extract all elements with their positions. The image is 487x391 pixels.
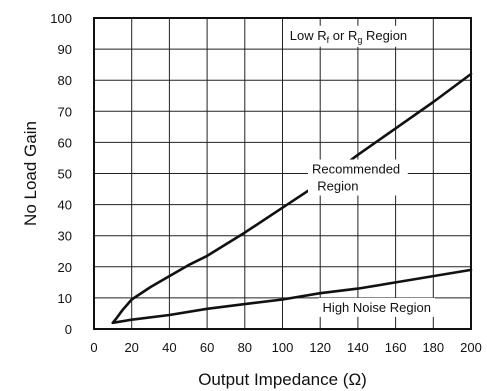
x-tick-label: 180 bbox=[422, 340, 444, 355]
recommended-region-label-bg bbox=[308, 159, 408, 196]
low-rf-rg-region-label-bg bbox=[285, 25, 412, 47]
x-tick-label: 140 bbox=[347, 340, 369, 355]
x-tick-label: 40 bbox=[162, 340, 176, 355]
y-axis-title: No Load Gain bbox=[21, 121, 40, 226]
series-line-2 bbox=[111, 268, 473, 325]
y-tick-label: 10 bbox=[58, 291, 72, 306]
x-tick-label: 200 bbox=[460, 340, 482, 355]
y-tick-label: 90 bbox=[58, 42, 72, 57]
x-tick-label: 120 bbox=[309, 340, 331, 355]
region-annotations: Low Rf or Rg Region Recommended Region H… bbox=[285, 25, 435, 317]
series-lines bbox=[111, 72, 473, 325]
y-tick-label: 30 bbox=[58, 229, 72, 244]
x-tick-label: 160 bbox=[385, 340, 407, 355]
y-tick-label: 20 bbox=[58, 260, 72, 275]
y-tick-label: 70 bbox=[58, 104, 72, 119]
x-tick-label: 60 bbox=[200, 340, 214, 355]
y-tick-label: 80 bbox=[58, 73, 72, 88]
recommended-region-label: Recommended Region bbox=[312, 162, 404, 194]
series-line-1 bbox=[111, 72, 473, 325]
high-noise-region-label: High Noise Region bbox=[323, 300, 431, 315]
y-tick-label: 60 bbox=[58, 135, 72, 150]
x-tick-label: 100 bbox=[272, 340, 294, 355]
low-rf-rg-region-label: Low Rf or Rg Region bbox=[290, 28, 407, 45]
y-tick-label: 40 bbox=[58, 198, 72, 213]
high-noise-region-label-bg bbox=[318, 297, 435, 317]
x-axis-title: Output Impedance (Ω) bbox=[198, 370, 367, 389]
x-tick-label: 0 bbox=[90, 340, 97, 355]
y-tick-label: 100 bbox=[50, 11, 72, 26]
y-tick-label: 0 bbox=[65, 322, 72, 337]
x-tick-label: 20 bbox=[124, 340, 138, 355]
grid bbox=[94, 18, 471, 329]
y-tick-labels: 0 10 20 30 40 50 60 70 80 90 100 bbox=[50, 11, 72, 337]
plot-frame bbox=[93, 17, 472, 330]
y-tick-label: 50 bbox=[58, 167, 72, 182]
x-tick-labels: 0 20 40 60 80 100 120 140 160 180 200 bbox=[90, 340, 481, 355]
x-tick-label: 80 bbox=[238, 340, 252, 355]
